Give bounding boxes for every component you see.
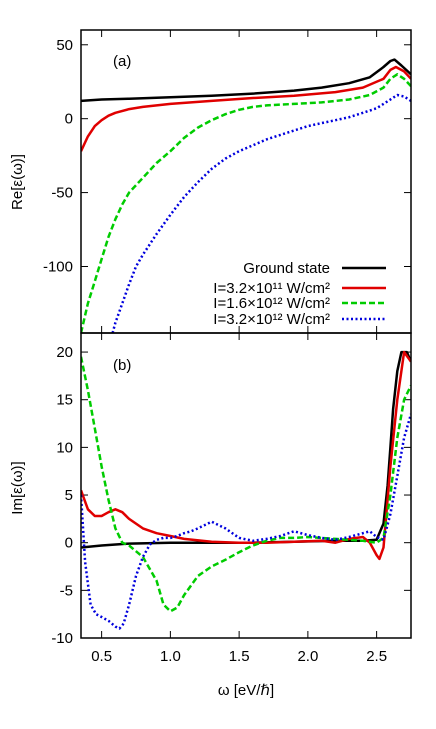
panel-a: Re[ε(ω)] (a) 50 0 -50 -100 Ground state I=3… [9,29,412,334]
legend-label-intensity-1: I=3.2×10¹¹ W/cm² [213,280,330,297]
panel-a-ytick-label-0: 50 [56,37,73,54]
panel-a-series-3-line [111,93,411,333]
panel-b-ytick-label-3: 5 [65,487,73,504]
panel-a-series [81,58,411,333]
panel-b-xtick-label-3: 2.0 [297,648,318,665]
panel-b-xlabel: ω [eV/ℏ] [218,682,274,699]
panel-b-ytick-label-5: -5 [60,582,73,599]
legend: Ground state I=3.2×10¹¹ W/cm² I=1.6×10¹²… [213,260,386,328]
legend-label-intensity-3: I=3.2×10¹² W/cm² [213,311,330,328]
panel-a-series-1-line [81,65,411,152]
panel-b-xtick-label-2: 1.5 [229,648,250,665]
panel-b-series-2-line [81,356,411,613]
panel-b-ytick-label-2: 10 [56,439,73,456]
panel-b-label: (b) [113,357,131,374]
panel-b-ylabel: Im[ε(ω)] [9,461,26,514]
panel-a-ylabel: Re[ε(ω)] [9,154,26,210]
panel-b-xtick-label-0: 0.5 [91,648,112,665]
panel-b-xtick-label-1: 1.0 [160,648,181,665]
panel-b-frame [80,332,412,639]
panel-b-series-0-line [81,350,411,549]
panel-b-ticks: 20 15 10 5 0 -5 -10 0.5 1.0 1.5 2.0 2.5 [51,333,411,665]
panel-b: Im[ε(ω)] (b) 20 15 10 5 0 -5 -10 0.5 1.0 1.5 2.0 2.… [9,332,412,699]
panel-a-ytick-label-1: 0 [65,111,73,128]
panel-a-label: (a) [113,53,131,70]
panel-b-xtick-label-4: 2.5 [366,648,387,665]
panel-a-series-0-line [81,58,411,103]
legend-label-intensity-2: I=1.6×10¹² W/cm² [213,295,330,312]
panel-b-series-3-line [81,413,411,630]
panel-b-ytick-label-1: 15 [56,392,73,409]
legend-label-ground-state: Ground state [243,260,330,277]
panel-b-series [81,350,411,630]
panel-b-series-1-line [81,350,411,561]
panel-a-ytick-label-2: -50 [51,185,73,202]
panel-b-ytick-label-0: 20 [56,344,73,361]
panel-a-ytick-label-3: -100 [43,258,73,275]
panel-b-ytick-label-6: -10 [51,630,73,647]
panel-b-ytick-label-4: 0 [65,535,73,552]
panel-a-ticks: 50 0 -50 -100 [43,30,411,333]
